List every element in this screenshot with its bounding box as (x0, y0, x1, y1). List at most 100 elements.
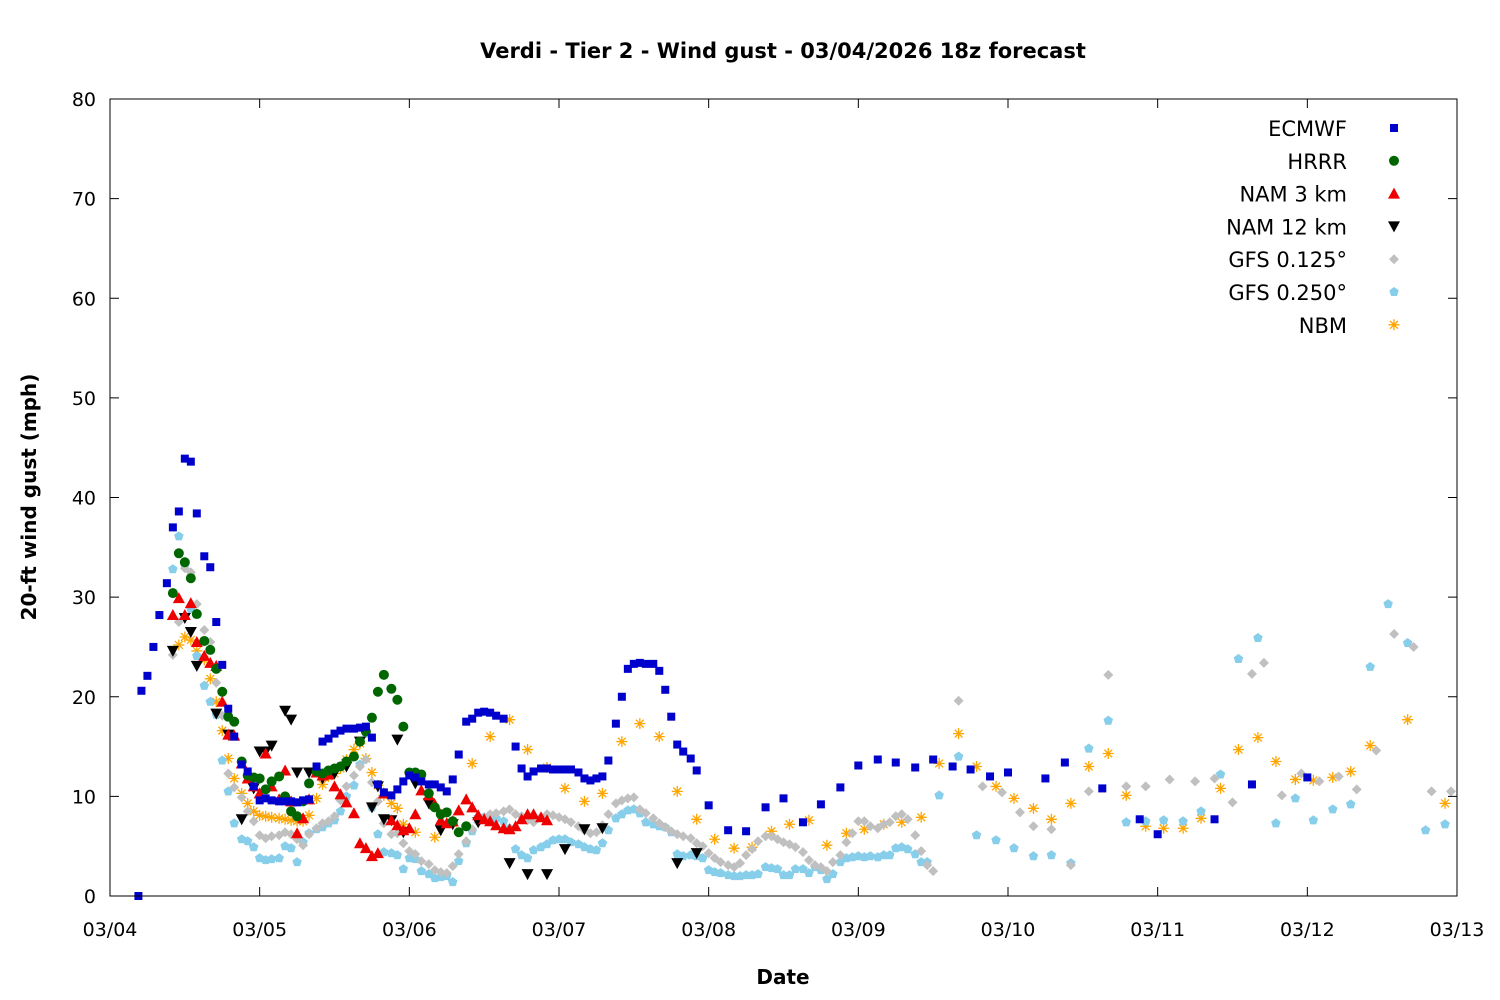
data-point (248, 842, 259, 852)
data-point (753, 836, 764, 847)
data-point (378, 669, 389, 680)
data-point (266, 831, 277, 842)
data-point (541, 814, 554, 826)
data-point (991, 835, 1001, 845)
data-point (354, 736, 365, 747)
data-point (804, 868, 814, 878)
data-point (541, 869, 554, 881)
data-point (1209, 773, 1220, 784)
data-point (986, 772, 995, 781)
data-point (249, 782, 258, 791)
data-point (1215, 769, 1226, 779)
data-point (715, 857, 726, 868)
data-point (265, 740, 278, 752)
data-point (490, 819, 503, 831)
data-point (503, 823, 516, 835)
data-point (1065, 860, 1076, 871)
data-point (267, 796, 276, 805)
data-point (735, 858, 746, 869)
data-point (442, 787, 451, 796)
data-point (1210, 815, 1219, 824)
data-point (543, 764, 552, 773)
data-point (859, 816, 870, 827)
data-point (1135, 815, 1144, 824)
data-point (971, 830, 982, 840)
data-point (902, 844, 913, 854)
data-point (1308, 815, 1319, 825)
data-point (318, 737, 327, 746)
data-point (155, 611, 164, 620)
data-point (453, 827, 464, 838)
data-point (254, 773, 265, 784)
data-point (634, 718, 646, 730)
legend-label: NAM 12 km (1226, 215, 1347, 239)
data-point (237, 760, 246, 769)
data-point (679, 747, 688, 756)
y-tick-label: 80 (72, 89, 96, 111)
data-point (480, 707, 489, 716)
data-point (678, 851, 688, 861)
data-point (797, 847, 808, 858)
data-point (391, 734, 404, 746)
data-point (379, 788, 388, 797)
legend-marker (1389, 254, 1399, 265)
legend-label: GFS 0.250° (1228, 281, 1347, 305)
series-gfs-0-250- (168, 531, 1450, 887)
data-point (1215, 782, 1227, 794)
data-point (1246, 668, 1257, 679)
data-point (261, 794, 270, 803)
data-point (1408, 641, 1419, 652)
data-point (359, 842, 372, 854)
data-point (596, 787, 608, 799)
data-point (416, 866, 427, 876)
data-point (311, 792, 323, 804)
data-point (1060, 758, 1069, 767)
data-point (341, 756, 352, 767)
data-point (853, 816, 864, 827)
data-point (179, 557, 190, 568)
data-point (410, 849, 421, 860)
data-point (137, 686, 146, 695)
data-point (349, 780, 359, 790)
data-point (266, 811, 278, 823)
data-point (865, 851, 876, 861)
data-point (430, 780, 439, 789)
data-point (896, 816, 908, 828)
data-point (1290, 793, 1301, 803)
data-point (266, 776, 277, 787)
data-point (515, 813, 528, 825)
data-point (1177, 822, 1189, 834)
data-point (686, 754, 695, 763)
data-point (649, 659, 658, 668)
data-point (217, 686, 228, 697)
data-point (798, 818, 807, 827)
data-point (522, 853, 533, 863)
data-point (521, 869, 534, 881)
data-point (453, 849, 464, 860)
data-point (1289, 773, 1301, 785)
data-point (342, 724, 351, 733)
y-axis: 0 10 20 30 40 50 60 70 80 (72, 89, 1457, 908)
data-point (393, 785, 402, 794)
data-point (423, 859, 434, 870)
data-point (1164, 774, 1175, 785)
data-point (1303, 773, 1312, 782)
data-point (948, 762, 957, 771)
data-point (1327, 771, 1339, 783)
data-point (254, 809, 266, 821)
data-point (334, 788, 347, 800)
data-point (324, 734, 333, 743)
data-point (1027, 802, 1039, 814)
data-point (1195, 812, 1207, 824)
data-point (386, 683, 397, 694)
data-point (409, 808, 422, 820)
data-point (436, 783, 445, 792)
data-point (385, 797, 397, 809)
data-point (997, 787, 1008, 798)
data-point (385, 814, 398, 826)
data-point (498, 816, 509, 826)
data-point (186, 457, 195, 466)
data-point (191, 609, 202, 620)
data-point (574, 768, 583, 777)
data-point (372, 686, 383, 697)
